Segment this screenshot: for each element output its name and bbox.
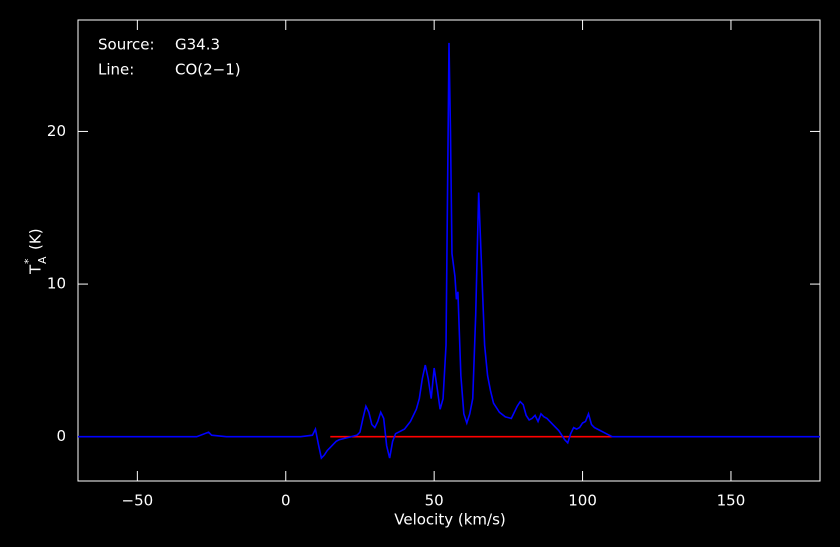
x-tick-label: 0 [281, 492, 291, 510]
x-axis-label: Velocity (km/s) [394, 511, 505, 529]
plot-frame [77, 19, 821, 482]
x-tick-label: 100 [568, 492, 597, 510]
y-label-sup: * [22, 258, 35, 264]
y-label-base: T [27, 264, 45, 275]
y-label-sub: A [36, 256, 49, 264]
x-tick-label: −50 [122, 492, 154, 510]
annotation-text: CO(2−1) [175, 61, 241, 79]
y-tick-label: 0 [56, 427, 66, 445]
y-tick-label: 20 [47, 122, 66, 140]
y-axis-label: T * A (K) [22, 228, 49, 275]
annotation-text: G34.3 [175, 36, 220, 54]
y-tick-label: 10 [47, 275, 66, 293]
x-tick-label: 150 [717, 492, 746, 510]
annotation-label: Source: [98, 36, 155, 54]
y-label-unit: (K) [27, 228, 45, 250]
spectrum-line [78, 42, 820, 460]
annotation-label: Line: [98, 61, 134, 79]
x-tick-label: 50 [425, 492, 444, 510]
